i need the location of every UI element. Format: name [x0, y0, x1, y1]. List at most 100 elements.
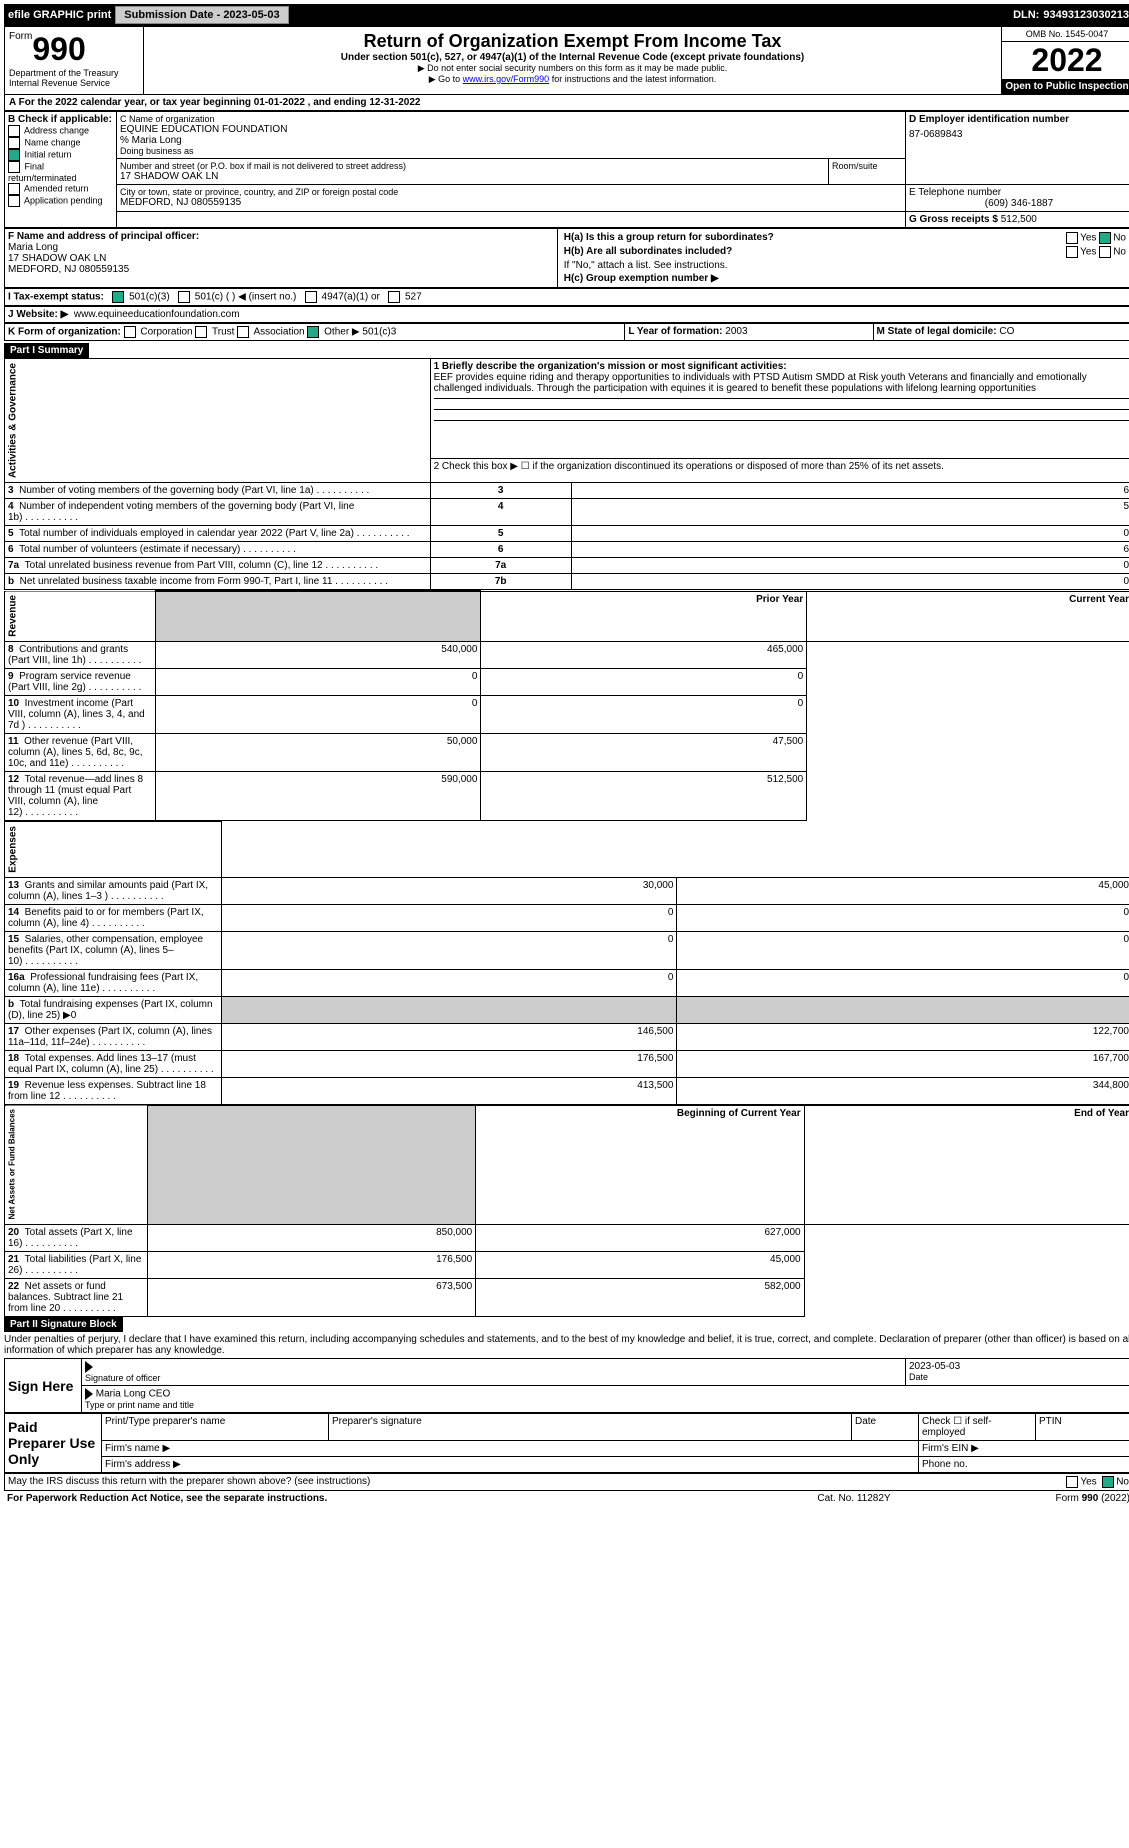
corp-checkbox[interactable]	[124, 326, 136, 338]
side-expenses: Expenses	[7, 826, 18, 873]
opt-assoc: Association	[253, 327, 304, 338]
begin-value: 850,000	[147, 1225, 475, 1252]
side-revenue: Revenue	[7, 596, 18, 638]
begin-value: 673,500	[147, 1279, 475, 1317]
side-net: Net Assets or Fund Balances	[7, 1110, 16, 1220]
line-text: 7a Total unrelated business revenue from…	[5, 558, 431, 574]
line-text: 12 Total revenue—add lines 8 through 11 …	[5, 772, 156, 821]
box-c-name-label: C Name of organization	[120, 114, 902, 124]
discuss-no-checkbox[interactable]	[1102, 1476, 1114, 1488]
part1-header: Part I Summary	[4, 343, 89, 358]
firm-addr: Firm's address ▶	[102, 1457, 919, 1473]
box-j-label: J Website: ▶	[8, 309, 68, 320]
form-title: Return of Organization Exempt From Incom…	[148, 31, 997, 52]
line-text: 9 Program service revenue (Part VIII, li…	[5, 669, 156, 696]
paid-preparer-label: Paid Preparer Use Only	[5, 1414, 102, 1473]
date-label: Date	[909, 1372, 1129, 1382]
arrow-icon	[85, 1361, 93, 1373]
line-text: 19 Revenue less expenses. Subtract line …	[5, 1077, 222, 1104]
prior-value: 413,500	[221, 1077, 677, 1104]
period-line: A For the 2022 calendar year, or tax yea…	[4, 95, 1129, 111]
box-e-label: E Telephone number	[909, 187, 1129, 198]
irs-label: Internal Revenue Service	[9, 78, 139, 88]
line-box: 5	[430, 526, 571, 542]
other-val: 501(c)3	[362, 327, 396, 338]
form-warn1: ▶ Do not enter social security numbers o…	[148, 63, 997, 74]
sig-officer-label: Signature of officer	[85, 1373, 902, 1383]
officer-name-title: Maria Long CEO	[96, 1389, 170, 1400]
footer-right: Form 990 (2022)	[946, 1491, 1129, 1506]
current-value: 0	[677, 904, 1129, 931]
form-subtitle: Under section 501(c), 527, or 4947(a)(1)…	[148, 52, 997, 63]
boxb-checkbox[interactable]	[8, 183, 20, 195]
box-f-label: F Name and address of principal officer:	[8, 231, 199, 242]
prior-value	[221, 996, 677, 1023]
current-value: 47,500	[481, 734, 807, 772]
527-checkbox[interactable]	[388, 291, 400, 303]
prior-value: 0	[221, 931, 677, 969]
open-to-public: Open to Public Inspection	[1002, 79, 1129, 94]
line-value: 0	[571, 558, 1129, 574]
q1-label: 1 Briefly describe the organization's mi…	[434, 361, 787, 372]
begin-value: 176,500	[147, 1252, 475, 1279]
officer-addr2: MEDFORD, NJ 080559135	[8, 264, 129, 275]
current-value: 0	[481, 696, 807, 734]
trust-checkbox[interactable]	[195, 326, 207, 338]
box-b-title: B Check if applicable:	[8, 114, 113, 125]
line-text: 22 Net assets or fund balances. Subtract…	[5, 1279, 148, 1317]
line-text: 6 Total number of volunteers (estimate i…	[5, 542, 431, 558]
care-of: % Maria Long	[120, 135, 902, 146]
501c3-checkbox[interactable]	[112, 291, 124, 303]
col-begin: Beginning of Current Year	[476, 1105, 804, 1224]
line-text: 14 Benefits paid to or for members (Part…	[5, 904, 222, 931]
assoc-checkbox[interactable]	[237, 326, 249, 338]
boxb-checkbox[interactable]	[8, 137, 20, 149]
line-box: 3	[430, 483, 571, 499]
q2-text: 2 Check this box ▶ ☐ if the organization…	[430, 458, 1129, 483]
col-prior: Prior Year	[481, 591, 807, 642]
dln-value: 93493123030213	[1043, 9, 1129, 21]
discuss-yes-checkbox[interactable]	[1066, 1476, 1078, 1488]
line-value: 5	[571, 499, 1129, 526]
line-text: 13 Grants and similar amounts paid (Part…	[5, 877, 222, 904]
discuss-yes: Yes	[1080, 1477, 1096, 1488]
line-box: 7a	[430, 558, 571, 574]
line-text: 3 Number of voting members of the govern…	[5, 483, 431, 499]
line-text: 5 Total number of individuals employed i…	[5, 526, 431, 542]
klm-row: K Form of organization: Corporation Trus…	[4, 323, 1129, 341]
mission-text: EEF provides equine riding and therapy o…	[434, 372, 1087, 394]
prior-value: 540,000	[155, 642, 481, 669]
prior-value: 30,000	[221, 877, 677, 904]
501c-checkbox[interactable]	[178, 291, 190, 303]
prior-value: 176,500	[221, 1050, 677, 1077]
hb-note: If "No," attach a list. See instructions…	[561, 259, 1129, 272]
dept-treasury: Department of the Treasury	[9, 68, 139, 78]
ha-label: H(a) Is this a group return for subordin…	[564, 232, 774, 243]
boxb-checkbox[interactable]	[8, 195, 20, 207]
boxb-checkbox[interactable]	[8, 125, 20, 137]
check-self: Check ☐ if self-employed	[919, 1414, 1036, 1441]
tax-year: 2022	[1002, 42, 1129, 79]
box-l-label: L Year of formation:	[628, 326, 722, 337]
hb-no-checkbox[interactable]	[1099, 246, 1111, 258]
website-value: www.equineeducationfoundation.com	[74, 309, 240, 320]
state-domicile: CO	[999, 326, 1014, 337]
header-grid: B Check if applicable: Address change Na…	[4, 111, 1129, 228]
officer-name: Maria Long	[8, 242, 58, 253]
prior-value: 0	[221, 904, 677, 931]
submission-date-button[interactable]: Submission Date - 2023-05-03	[115, 6, 288, 24]
line-text: 17 Other expenses (Part IX, column (A), …	[5, 1023, 222, 1050]
line-value: 0	[571, 574, 1129, 590]
opt-527: 527	[405, 292, 422, 303]
instructions-link[interactable]: www.irs.gov/Form990	[463, 74, 550, 84]
street-label: Number and street (or P.O. box if mail i…	[120, 161, 825, 171]
boxb-checkbox[interactable]	[8, 161, 20, 173]
line-text: 20 Total assets (Part X, line 16)	[5, 1225, 148, 1252]
other-checkbox[interactable]	[307, 326, 319, 338]
ha-no-checkbox[interactable]	[1099, 232, 1111, 244]
4947-checkbox[interactable]	[305, 291, 317, 303]
ha-yes-checkbox[interactable]	[1066, 232, 1078, 244]
line-box: 4	[430, 499, 571, 526]
hb-yes-checkbox[interactable]	[1066, 246, 1078, 258]
boxb-checkbox[interactable]	[8, 149, 20, 161]
